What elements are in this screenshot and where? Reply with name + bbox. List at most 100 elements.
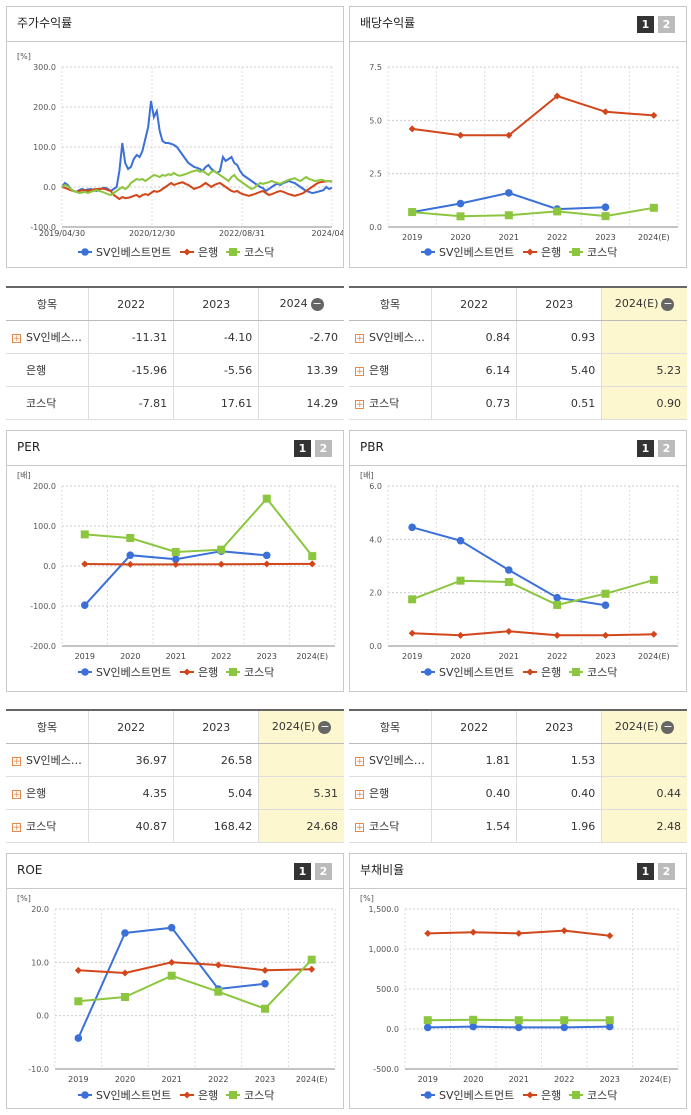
data-point xyxy=(126,551,135,559)
page-2-button[interactable]: 2 xyxy=(658,440,675,457)
data-point xyxy=(167,923,176,932)
legend-label: 은행 xyxy=(198,1089,218,1102)
legend-label: 은행 xyxy=(541,246,561,259)
page-1-button[interactable]: 1 xyxy=(637,863,654,880)
legend-label: 코스닥 xyxy=(587,666,617,679)
page-2-button[interactable]: 2 xyxy=(315,440,332,457)
column-header: 2024− xyxy=(258,287,344,321)
x-tick-label: 2024(E) xyxy=(638,652,670,661)
column-header-label: 2023 xyxy=(545,720,574,734)
row-label: 코스닥 xyxy=(6,386,89,420)
data-point xyxy=(553,600,562,609)
column-header-label: 항목 xyxy=(379,298,401,311)
row-label: + SV인베스… xyxy=(349,743,432,777)
x-tick-label: 2023 xyxy=(595,233,615,242)
page-1-button[interactable]: 1 xyxy=(637,16,654,33)
data-point xyxy=(514,1016,523,1025)
page-2-button[interactable]: 2 xyxy=(658,16,675,33)
legend-label: 은행 xyxy=(198,666,218,679)
expand-icon[interactable]: + xyxy=(355,399,364,410)
x-tick-label: 2019 xyxy=(402,233,422,242)
data-point xyxy=(261,979,269,988)
x-tick-label: 2022/08/31 xyxy=(219,229,265,238)
table-cell: 36.97 xyxy=(87,743,174,777)
column-header-label: 2024 xyxy=(279,297,308,311)
table-cell: 2.48 xyxy=(601,809,687,843)
collapse-icon[interactable]: − xyxy=(661,296,675,311)
page-2-button[interactable]: 2 xyxy=(658,863,675,880)
row-label-text: SV인베스… xyxy=(26,331,82,344)
y-tick-label: 200.0 xyxy=(33,103,56,112)
series-line xyxy=(78,961,312,975)
series-line xyxy=(77,926,266,1039)
series-line xyxy=(412,630,654,637)
data-point xyxy=(81,560,89,568)
data-point xyxy=(649,203,658,212)
x-tick-label: 2023 xyxy=(600,1075,620,1084)
x-tick-label: 2019 xyxy=(418,1075,438,1084)
y-tick-label: 100.0 xyxy=(33,522,56,531)
data-point xyxy=(121,969,129,977)
page-2-button[interactable]: 2 xyxy=(315,863,332,880)
series-line xyxy=(412,206,654,218)
x-tick-label: 2021 xyxy=(509,1075,529,1084)
collapse-icon[interactable]: − xyxy=(310,296,324,311)
legend-label: 은행 xyxy=(198,246,218,259)
data-point xyxy=(560,927,568,935)
row-label-text: 코스닥 xyxy=(369,820,400,833)
row-label-text: 코스닥 xyxy=(369,397,400,410)
column-header: 2024(E) − xyxy=(601,710,687,744)
x-tick-label: 2024(E) xyxy=(638,233,670,242)
data-point xyxy=(229,668,237,676)
data-point xyxy=(515,929,523,937)
table-cell: 0.93 xyxy=(516,320,602,354)
x-tick-label: 2022 xyxy=(211,652,231,661)
roe-title: ROE xyxy=(17,863,43,877)
data-point xyxy=(456,536,465,545)
debt-panel: 부채비율 1 2 [%] 1,500.0 1,000.0 500.0 0.0 -500.0… xyxy=(349,853,687,1109)
series-line xyxy=(78,959,313,1010)
collapse-icon[interactable]: − xyxy=(661,719,675,734)
data-point xyxy=(505,189,513,197)
y-tick-label: 300.0 xyxy=(33,63,56,72)
x-tick-label: 2020 xyxy=(115,1075,135,1084)
table-row: + 은행 0.40 0.40 0.44 xyxy=(349,776,687,810)
x-tick-label: 2020 xyxy=(450,652,470,661)
expand-icon[interactable]: + xyxy=(12,333,21,344)
y-tick-label: -100.0 xyxy=(30,602,56,611)
row-label-text: 은행 xyxy=(369,787,390,800)
x-tick-label: 2022 xyxy=(208,1075,228,1084)
data-point xyxy=(171,548,180,556)
table-cell: 168.42 xyxy=(173,809,259,843)
expand-icon[interactable]: + xyxy=(12,822,21,833)
page-1-button[interactable]: 1 xyxy=(294,863,311,880)
axis-unit: [%] xyxy=(17,52,31,61)
data-point xyxy=(606,932,614,940)
expand-icon[interactable]: + xyxy=(355,822,364,833)
x-tick-label: 2023 xyxy=(255,1075,275,1084)
per-table: 항목 2022 2023 2024(E) − + SV인베스… 36.97 26.58 + 은행 4.… xyxy=(6,709,344,843)
dividend-chart: 7.5 5.0 2.5 0.0 2019 2020 2021 2022 2023 2024(E) S… xyxy=(369,63,679,259)
expand-icon[interactable]: + xyxy=(12,789,21,800)
column-header-label: 2022 xyxy=(117,297,146,311)
table-cell: 0.40 xyxy=(430,776,517,810)
legend-label: 코스닥 xyxy=(244,246,274,259)
table-cell: -7.81 xyxy=(87,386,174,420)
column-header: 2023 xyxy=(173,287,259,321)
expand-icon[interactable]: + xyxy=(355,756,364,767)
data-point xyxy=(601,203,610,211)
page-1-button[interactable]: 1 xyxy=(637,440,654,457)
collapse-icon[interactable]: − xyxy=(318,719,332,734)
y-tick-label: 20.0 xyxy=(31,905,49,914)
row-label: + SV인베스… xyxy=(6,743,89,777)
expand-icon[interactable]: + xyxy=(355,789,364,800)
y-tick-label: -10.0 xyxy=(28,1065,49,1074)
column-header-label: 2023 xyxy=(202,720,231,734)
expand-icon[interactable]: + xyxy=(355,333,364,344)
table-cell: 5.23 xyxy=(601,353,687,387)
table-cell: 5.40 xyxy=(516,353,602,387)
expand-icon[interactable]: + xyxy=(355,366,364,377)
page-1-button[interactable]: 1 xyxy=(294,440,311,457)
column-header: 2024(E) − xyxy=(258,710,344,744)
expand-icon[interactable]: + xyxy=(12,756,21,767)
